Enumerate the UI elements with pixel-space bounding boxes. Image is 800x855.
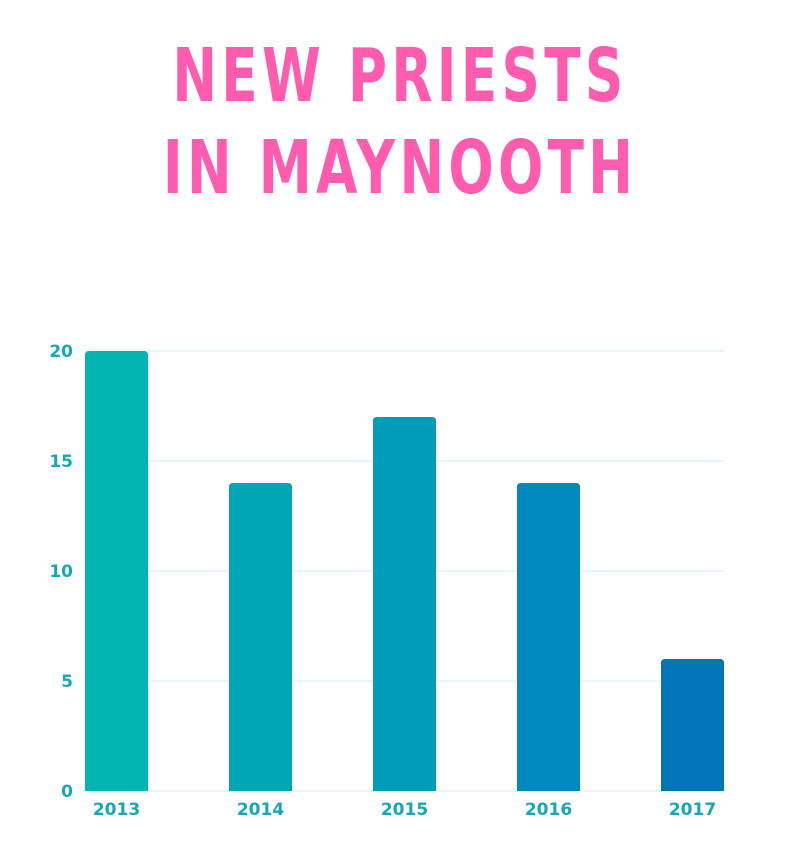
y-tick-label: 5 — [61, 672, 73, 692]
bars — [85, 351, 724, 791]
bar-2017 — [661, 659, 724, 791]
x-tick-label-2015: 2015 — [381, 800, 428, 820]
y-tick-label: 15 — [49, 452, 73, 472]
chart-title: NEW PRIESTS IN MAYNOOTH — [112, 30, 688, 214]
x-tick-label-2016: 2016 — [525, 800, 572, 820]
y-tick-label: 20 — [49, 342, 73, 362]
chart-title-line-1: NEW PRIESTS — [172, 33, 628, 119]
x-axis-tick-labels: 2013 2014 2015 2016 2017 — [93, 800, 716, 820]
bar-2016 — [517, 483, 580, 791]
chart-title-line-2: IN MAYNOOTH — [162, 125, 638, 211]
y-axis-tick-labels: 0 5 10 15 20 — [49, 342, 73, 802]
x-tick-label-2013: 2013 — [93, 800, 140, 820]
bar-2014 — [229, 483, 292, 791]
y-tick-label: 0 — [61, 782, 73, 802]
y-tick-label: 10 — [49, 562, 73, 582]
bar-2013 — [85, 351, 148, 791]
x-tick-label-2014: 2014 — [237, 800, 284, 820]
x-tick-label-2017: 2017 — [669, 800, 716, 820]
bar-2015 — [373, 417, 436, 791]
